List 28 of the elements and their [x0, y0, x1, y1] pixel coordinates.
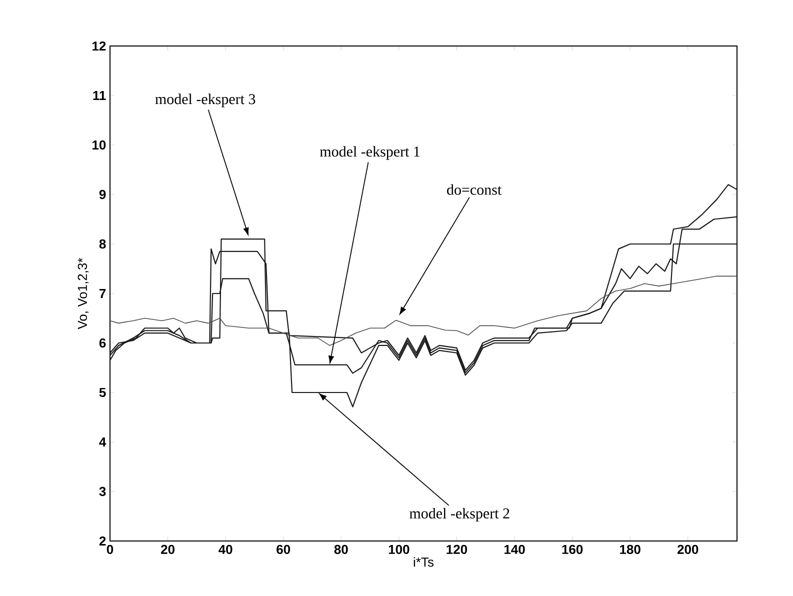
- y-tick-label: 4: [99, 438, 106, 446]
- y-tick-label: 5: [99, 388, 106, 398]
- annotation: model -ekspert 1: [320, 146, 420, 160]
- y-tick-label: 7: [100, 289, 106, 298]
- annotation: model -ekspert 3: [155, 94, 256, 108]
- y-tick-label: 9: [99, 190, 106, 200]
- y-tick-label: 6: [99, 338, 106, 348]
- x-tick-label: 100: [388, 544, 410, 554]
- x-tick-label: 120: [446, 544, 468, 554]
- y-tick-label: 3: [99, 486, 106, 496]
- x-tick-label: 80: [334, 544, 348, 554]
- x-axis-title: i*Ts: [414, 557, 434, 567]
- y-axis-title: Vo, Vo1,2,3*: [78, 258, 89, 330]
- x-tick-label: 0: [106, 544, 114, 554]
- x-tick-label: 200: [677, 544, 698, 554]
- x-tick-label: 160: [562, 544, 583, 554]
- x-tick-label: 40: [218, 544, 232, 554]
- y-tick-label: 10: [92, 140, 106, 150]
- y-tick-label: 8: [99, 239, 106, 249]
- y-tick-label: 12: [92, 41, 106, 51]
- x-tick-label: 180: [620, 544, 640, 554]
- x-tick-label: 140: [504, 544, 525, 554]
- y-tick-label: 11: [93, 91, 106, 100]
- y-tick-label: 2: [99, 536, 106, 546]
- x-tick-label: 20: [161, 544, 174, 554]
- x-tick-label: 60: [276, 544, 290, 554]
- annotation: do=const: [447, 184, 502, 195]
- annotation: model -ekspert 2: [410, 508, 510, 522]
